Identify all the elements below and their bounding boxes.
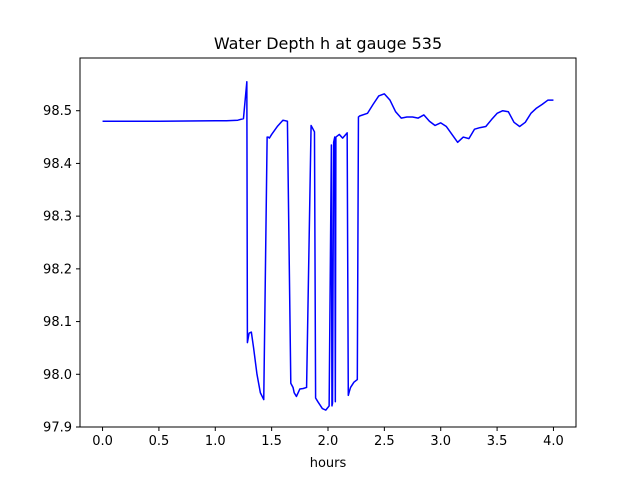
y-tick-label: 97.9 (43, 421, 72, 436)
x-tick-label: 0.0 (92, 434, 113, 449)
x-tick-label: 2.5 (374, 434, 395, 449)
y-tick-label: 98.4 (43, 157, 72, 172)
y-tick-label: 98.3 (43, 210, 72, 225)
x-tick-label: 4.0 (543, 434, 564, 449)
x-tick-label: 3.5 (487, 434, 508, 449)
y-tick-label: 98.0 (43, 368, 72, 383)
plot-area (102, 80, 554, 411)
y-tick-label: 98.5 (43, 104, 72, 119)
x-axis-label: hours (310, 456, 347, 471)
x-tick-label: 1.5 (261, 434, 282, 449)
y-tick-label: 98.1 (43, 315, 72, 330)
x-tick-label: 2.0 (318, 434, 339, 449)
x-tick-label: 0.5 (149, 434, 170, 449)
chart-title: Water Depth h at gauge 535 (214, 34, 442, 53)
x-tick-label: 1.0 (205, 434, 226, 449)
x-tick-label: 3.0 (430, 434, 451, 449)
y-axis: 97.9 98.0 98.1 98.2 98.3 98.4 98.5 (43, 104, 80, 436)
y-tick-label: 98.2 (43, 262, 72, 277)
x-axis: 0.0 0.5 1.0 1.5 2.0 2.5 3.0 3.5 4.0 (92, 427, 564, 449)
series-line-1 (102, 80, 554, 411)
